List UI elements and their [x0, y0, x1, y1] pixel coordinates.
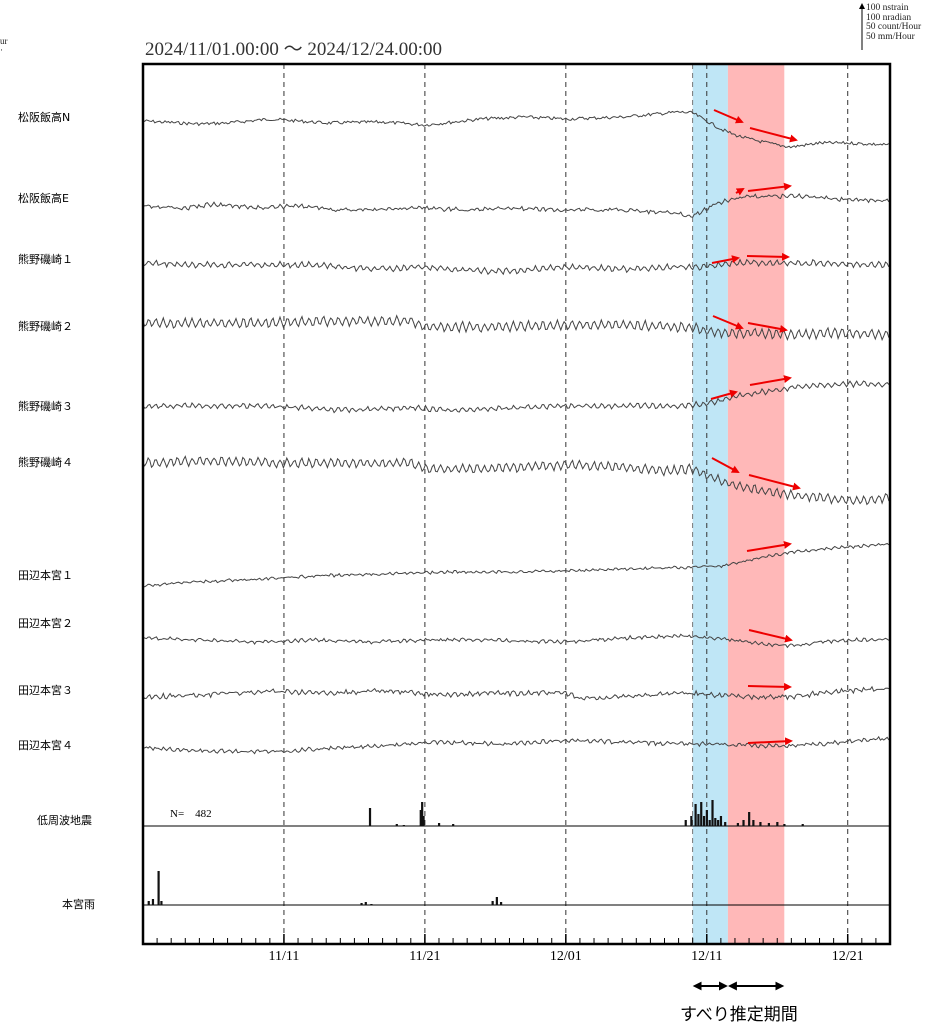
rain-bar [151, 899, 155, 905]
scale-legend: 100 nstrain 100 nradian 50 count/Hour 50… [866, 3, 922, 42]
station-label-5: 熊野磯崎３ [18, 400, 73, 413]
scale-count: 50 count/Hour [866, 22, 922, 32]
eq-bar [705, 810, 708, 826]
slip-period-label: すべり推定期間 [680, 1005, 798, 1025]
eq-bar [717, 820, 720, 826]
eq-bar [437, 823, 441, 826]
eq-bar [714, 818, 717, 826]
red-arrow [713, 109, 744, 124]
rain-bar [499, 902, 503, 905]
eq-bar [395, 824, 398, 826]
eq-bar [708, 820, 711, 826]
series-line-10 [142, 735, 890, 755]
series-line-8 [142, 633, 890, 649]
station-label-4: 熊野磯崎２ [18, 320, 73, 333]
red-arrow [747, 737, 793, 746]
x-tick-label: 11/11 [268, 949, 300, 964]
x-tick-label: 12/01 [549, 949, 582, 964]
station-label-3: 熊野磯崎１ [18, 253, 73, 266]
scale-strain: 100 nstrain [866, 3, 909, 13]
station-label-6: 熊野磯崎４ [18, 456, 73, 469]
series-line-9 [142, 685, 890, 701]
red-arrow [749, 127, 798, 143]
scale-radian: 100 nradian [866, 12, 912, 23]
station-label-2: 松阪飯高E [18, 192, 69, 205]
eq-bar [402, 825, 405, 826]
red-arrow [746, 252, 790, 261]
red-arrow [749, 375, 792, 386]
eq-count-label: N= 482 [170, 808, 212, 820]
red-arrow [746, 541, 792, 552]
eq-bar [752, 820, 755, 826]
eq-bar [742, 820, 745, 826]
rain-bar [360, 903, 363, 905]
eq-bar [711, 800, 714, 826]
slip-period-blue [692, 64, 728, 944]
x-tick-label: 11/21 [409, 949, 441, 964]
eq-bar [422, 816, 425, 826]
clipped-text-1: ur [0, 36, 8, 46]
eq-bar [702, 816, 706, 826]
rain-bar [160, 901, 163, 905]
eq-bar [719, 816, 723, 826]
eq-bar [736, 823, 739, 826]
x-tick-label: 12/21 [831, 949, 864, 964]
rain-panel-label: 本宮雨 [62, 898, 95, 911]
series-line-1 [142, 110, 890, 149]
station-label-8: 田辺本宮２ [18, 617, 73, 630]
slip-period-red [727, 64, 785, 944]
rain-bar [147, 901, 150, 905]
series-line-5 [142, 380, 890, 414]
eq-bar [368, 808, 372, 826]
red-arrow [711, 255, 740, 264]
eq-bar [767, 823, 770, 826]
rain-bar [157, 871, 160, 905]
clipped-legend-fragment: ur · [0, 37, 8, 55]
red-arrow [710, 389, 738, 400]
station-label-10: 田辺本宮４ [18, 739, 73, 752]
eq-bar [724, 822, 727, 826]
series-line-7 [142, 542, 890, 588]
clipped-text-2: · [0, 45, 3, 55]
station-label-9: 田辺本宮３ [18, 684, 73, 697]
red-arrow [712, 315, 744, 330]
eq-bar [684, 820, 687, 826]
rain-bar [491, 901, 494, 905]
station-label-7: 田辺本宮１ [18, 569, 73, 582]
red-arrow [748, 474, 801, 491]
eq-bar [419, 810, 422, 826]
scale-bar-arrowhead [859, 3, 865, 9]
eq-bar [694, 804, 697, 826]
eq-bar [776, 822, 779, 826]
chart-title: 2024/11/01.00:00 〜 2024/12/24.00:00 [145, 39, 442, 60]
series-line-2 [142, 192, 890, 218]
rain-bar [495, 897, 498, 905]
eq-bar [783, 824, 786, 826]
eq-bar [801, 824, 804, 826]
eq-bar [700, 802, 703, 826]
red-arrow [747, 682, 792, 691]
eq-bar [748, 812, 751, 826]
plot-frame [141, 62, 892, 946]
series-line-4 [142, 314, 890, 342]
rain-bar [370, 904, 373, 905]
series-line-6 [142, 455, 890, 506]
red-arrow [747, 322, 788, 333]
red-arrow [748, 629, 793, 643]
series-line-3 [142, 258, 890, 276]
station-label-1: 松阪飯高N [18, 111, 71, 124]
eq-panel-label: 低周波地震 [37, 814, 92, 827]
x-tick-label: 12/11 [691, 949, 723, 964]
eq-bar [759, 822, 762, 826]
scale-mm: 50 mm/Hour [866, 31, 915, 42]
red-arrow [747, 182, 792, 192]
eq-bar [421, 802, 424, 826]
red-arrow [711, 457, 740, 473]
eq-bar [697, 814, 700, 826]
red-arrow [735, 188, 745, 196]
eq-bar [690, 816, 693, 826]
eq-bar [452, 824, 455, 826]
rain-bar [364, 902, 367, 905]
